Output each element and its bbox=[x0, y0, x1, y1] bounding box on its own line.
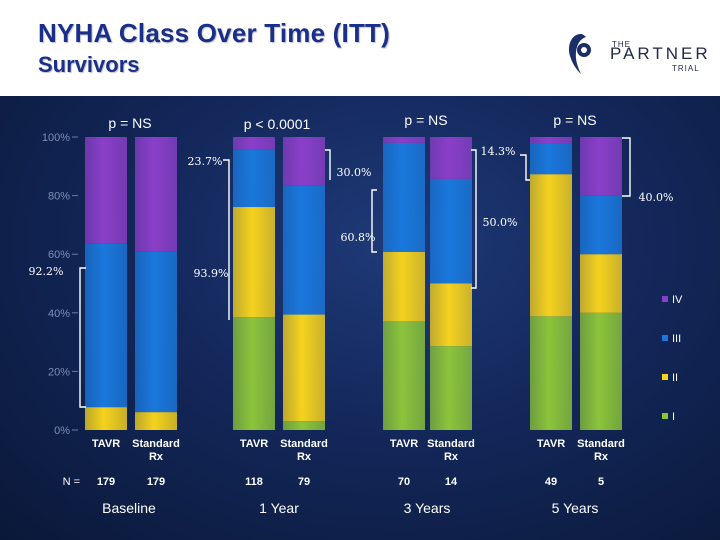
n-value: 49 bbox=[545, 476, 557, 488]
bar-label: TAVR bbox=[92, 438, 120, 450]
legend-label: I bbox=[672, 411, 675, 423]
bracket-1yr-tavr-iv-iii bbox=[223, 159, 230, 205]
percent-annotation: 23.7% bbox=[188, 155, 223, 168]
percent-annotation: 60.8% bbox=[341, 231, 376, 244]
bar-segment-class-i bbox=[580, 312, 622, 430]
bar-segment-class-ii bbox=[383, 251, 425, 322]
bar-segment-class-ii bbox=[233, 207, 275, 318]
legend-swatch-iv bbox=[662, 296, 668, 302]
bar-segment-class-i bbox=[283, 421, 325, 430]
p-value-label: p = NS bbox=[553, 112, 596, 128]
legend-label: III bbox=[672, 333, 681, 345]
y-tick-label: 100% bbox=[42, 132, 70, 144]
bar-segment-class-ii bbox=[283, 314, 325, 422]
bracket-3yr-tavr bbox=[371, 189, 377, 253]
y-tick-label: 20% bbox=[48, 366, 70, 378]
legend-label: II bbox=[672, 372, 678, 384]
bracket-3yr-std-iii bbox=[471, 220, 477, 289]
bar-label: TAVR bbox=[537, 438, 565, 450]
legend-swatch-iii bbox=[662, 335, 668, 341]
logo-partner-text: PARTNER bbox=[610, 44, 711, 63]
n-prefix-label: N = bbox=[63, 476, 80, 488]
bar-segment-class-ii bbox=[85, 407, 127, 430]
slide-title: NYHA Class Over Time (ITT) bbox=[38, 18, 390, 48]
bar-segment-class-iii bbox=[580, 195, 622, 255]
bar-segment-class-iv bbox=[135, 137, 177, 252]
logo-trial-text: TRIAL bbox=[672, 64, 700, 73]
bar-segment-class-iii bbox=[430, 178, 472, 284]
bracket-1yr-std-iv-iii bbox=[325, 149, 331, 180]
n-value: 179 bbox=[147, 476, 165, 488]
bracket-5yr-std bbox=[622, 137, 631, 197]
slide-subtitle: Survivors bbox=[38, 52, 140, 77]
bar-segment-class-iii bbox=[233, 149, 275, 208]
group-label: 1 Year bbox=[259, 500, 299, 516]
percent-annotation: 14.3% bbox=[481, 145, 516, 158]
bar-segment-class-iii bbox=[530, 143, 572, 175]
bar-segment-class-iii bbox=[135, 251, 177, 413]
bar-segment-class-iv bbox=[233, 137, 275, 150]
bar-segment-class-iv bbox=[283, 137, 325, 186]
bar-label: TAVR bbox=[390, 438, 418, 450]
bar-segment-class-i bbox=[383, 321, 425, 430]
legend-label: IV bbox=[672, 294, 683, 306]
n-value: 70 bbox=[398, 476, 410, 488]
legend-swatch-i bbox=[662, 413, 668, 419]
bar-segment-class-iii bbox=[85, 243, 127, 408]
partner-logo-icon bbox=[569, 34, 591, 74]
bar-label: Standard Rx bbox=[427, 438, 475, 463]
y-tick-label: 40% bbox=[48, 308, 70, 320]
legend-swatch-ii bbox=[662, 374, 668, 380]
y-tick-label: 0% bbox=[54, 425, 70, 437]
bar-segment-class-iv bbox=[580, 137, 622, 196]
logo-the-text: THE bbox=[612, 40, 631, 49]
percent-annotation: 30.0% bbox=[337, 166, 372, 179]
p-value-label: p < 0.0001 bbox=[244, 116, 311, 132]
group-label: Baseline bbox=[102, 500, 156, 516]
bar-segment-class-iv bbox=[383, 137, 425, 143]
bracket-baseline-tavr bbox=[79, 267, 86, 408]
bar-label: Standard Rx bbox=[132, 438, 180, 463]
bar-segment-class-ii bbox=[430, 283, 472, 347]
n-value: 79 bbox=[298, 476, 310, 488]
n-value: 14 bbox=[445, 476, 458, 488]
bracket-5yr-tavr bbox=[520, 154, 530, 181]
bar-segment-class-iii bbox=[383, 142, 425, 252]
y-tick-label: 60% bbox=[48, 249, 70, 261]
bar-segment-class-i bbox=[530, 316, 572, 430]
n-value: 118 bbox=[245, 476, 263, 488]
percent-annotation: 40.0% bbox=[639, 191, 674, 204]
percent-annotation: 93.9% bbox=[194, 267, 229, 280]
bar-label: Standard Rx bbox=[280, 438, 328, 463]
n-value: 5 bbox=[598, 476, 604, 488]
header-band: NYHA Class Over Time (ITT) Survivors THE… bbox=[0, 0, 720, 96]
bracket-3yr-std-iv bbox=[471, 149, 477, 220]
p-value-label: p = NS bbox=[108, 115, 151, 131]
percent-annotation: 92.2% bbox=[29, 265, 64, 278]
bar-segment-class-iii bbox=[283, 185, 325, 315]
group-label: 5 Years bbox=[552, 500, 599, 516]
bar-segment-class-i bbox=[430, 346, 472, 430]
bar-segment-class-iv bbox=[430, 137, 472, 179]
bar-segment-class-iv bbox=[85, 137, 127, 244]
n-value: 179 bbox=[97, 476, 115, 488]
bar-segment-class-i bbox=[233, 317, 275, 430]
bar-segment-class-ii bbox=[580, 254, 622, 313]
percent-annotation: 50.0% bbox=[483, 216, 518, 229]
bar-segment-class-ii bbox=[135, 412, 177, 430]
bar-segment-class-iv bbox=[530, 137, 572, 144]
group-label: 3 Years bbox=[404, 500, 451, 516]
bar-label: TAVR bbox=[240, 438, 268, 450]
y-tick-label: 80% bbox=[48, 191, 70, 203]
bar-segment-class-ii bbox=[530, 174, 572, 317]
p-value-label: p = NS bbox=[404, 112, 447, 128]
bar-label: Standard Rx bbox=[577, 438, 625, 463]
